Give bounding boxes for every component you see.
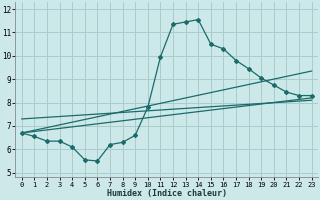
- X-axis label: Humidex (Indice chaleur): Humidex (Indice chaleur): [107, 189, 227, 198]
